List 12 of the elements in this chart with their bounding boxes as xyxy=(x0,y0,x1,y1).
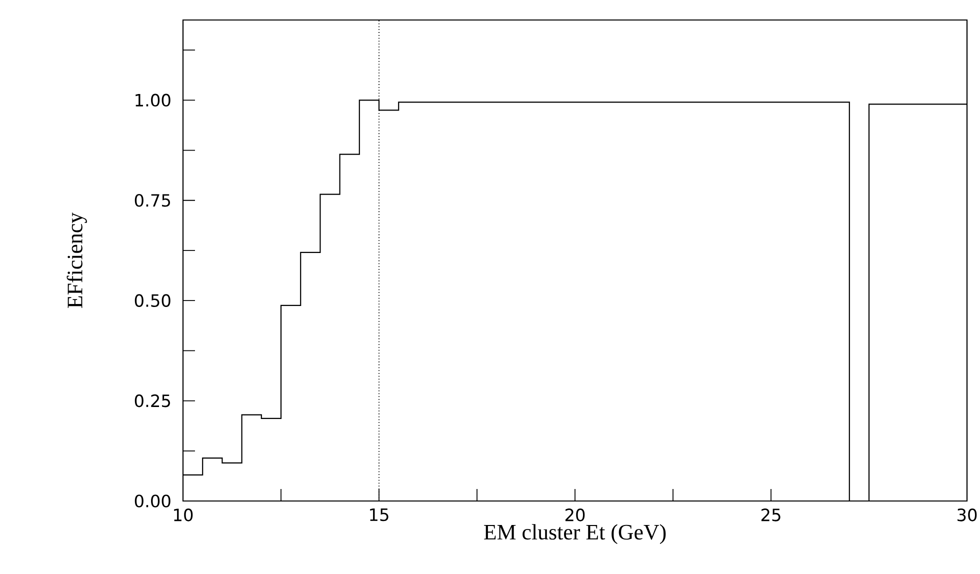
x-axis-title: EM cluster Et (GeV) xyxy=(484,524,666,544)
y-tick-label: 0.50 xyxy=(134,294,170,307)
y-tick-label: 0.00 xyxy=(134,494,170,508)
x-tick-label: 25 xyxy=(761,508,780,522)
x-tick-label: 10 xyxy=(174,508,193,522)
x-tick-label: 30 xyxy=(958,508,977,522)
x-tick-label: 15 xyxy=(370,508,388,522)
y-tick-label: 0.75 xyxy=(134,194,170,207)
y-tick-label: 1.00 xyxy=(136,94,170,107)
y-axis-title: EFficiency xyxy=(66,212,87,308)
y-tick-label: 0.25 xyxy=(134,394,170,408)
x-tick-label: 20 xyxy=(565,508,585,522)
